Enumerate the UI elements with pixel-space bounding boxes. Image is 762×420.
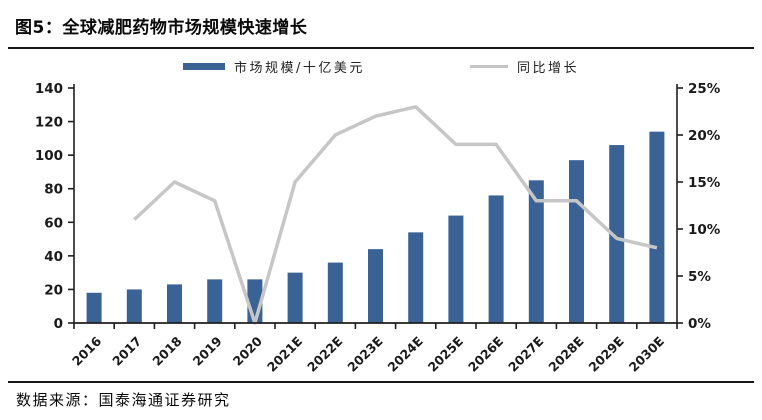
axis-tick-label: 120 (35, 115, 63, 131)
axis-tick-label: 2020 (230, 333, 265, 368)
bar-2018 (167, 284, 182, 323)
axis-tick-label: 80 (44, 182, 63, 198)
bar-2028E (569, 160, 584, 323)
bar-2023E (368, 249, 383, 323)
axis-tick-label: 40 (44, 249, 63, 265)
yoy-growth-line (133, 105, 658, 325)
figure-title: 图5：全球减肥药物市场规模快速增长 (15, 18, 308, 38)
axis-tick-label: 20 (44, 282, 63, 298)
source-divider (8, 381, 754, 383)
bar-2021E (287, 272, 303, 323)
axis-tick-label: 0 (54, 316, 63, 332)
axis-tick-label: 10% (688, 222, 721, 238)
axis-tick-label: 0% (688, 316, 711, 332)
axis-tick-label: 2016 (69, 333, 104, 368)
bar-2016 (86, 292, 102, 323)
line-series-swatch-icon (469, 64, 508, 68)
legend-bar-label: 市场规模/十亿美元 (234, 60, 365, 76)
bar-2019 (207, 279, 223, 323)
axis-tick-label: 2028E (545, 334, 586, 374)
axis-tick-label: 60 (44, 215, 63, 231)
axis-tick-label: 2017 (109, 334, 144, 369)
axis-tick-label: 20% (688, 128, 721, 144)
axis-tick-label: 2023E (344, 334, 385, 374)
axis-tick-label: 2019 (190, 334, 225, 369)
axis-tick-label: 2029E (586, 334, 627, 374)
axis-tick-label: 140 (35, 82, 63, 97)
data-source: 数据来源：国泰海通证券研究 (16, 391, 231, 409)
bar-2030E (649, 131, 665, 323)
axis-tick-label: 2024E (385, 334, 426, 374)
bar-2022E (327, 262, 343, 323)
axis-tick-label: 2027E (505, 334, 546, 374)
title-divider (8, 47, 754, 49)
bar-2029E (609, 145, 625, 323)
chart-legend: 市场规模/十亿美元 同比增长 (0, 50, 762, 82)
axis-tick-label: 5% (688, 269, 711, 285)
axis-tick-label: 15% (688, 175, 721, 191)
bar-2025E (448, 215, 464, 323)
bar-series-swatch-icon (183, 62, 226, 70)
axis-tick-label: 2018 (149, 334, 184, 369)
axis-tick-label: 2026E (465, 334, 506, 374)
bar-2027E (528, 180, 544, 323)
axis-tick-label: 2022E (304, 334, 345, 374)
axis-tick-label: 2021E (264, 334, 305, 374)
bar-2017 (126, 289, 142, 323)
axis-tick-label: 2030E (626, 334, 667, 374)
axis-tick-label: 2025E (425, 334, 466, 374)
axis-tick-label: 100 (35, 148, 63, 164)
bar-2024E (408, 232, 424, 323)
bar-2026E (488, 195, 504, 323)
legend-line-label: 同比增长 (516, 60, 579, 76)
legend-item-yoy-growth: 同比增长 (469, 57, 579, 76)
axis-tick-label: 25% (688, 82, 721, 97)
legend-item-market-size: 市场规模/十亿美元 (183, 57, 365, 76)
